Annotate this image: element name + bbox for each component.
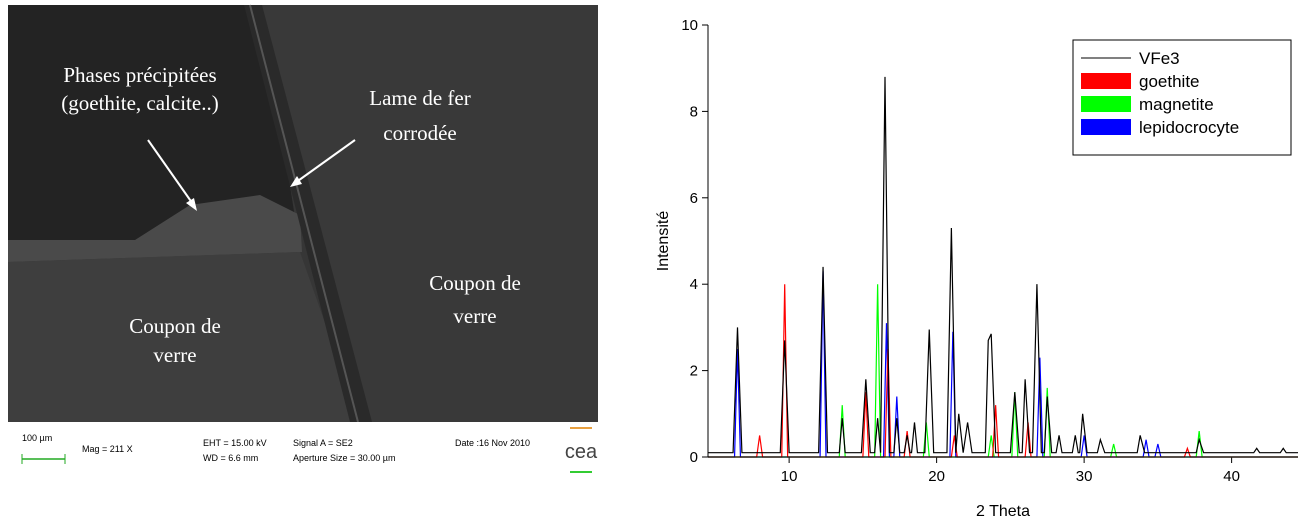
y-axis-label: Intensité [655, 211, 672, 272]
annotation: Coupon de [429, 271, 521, 295]
y-tick-label: 10 [681, 17, 698, 34]
annotation: Phases précipitées [63, 63, 216, 87]
x-tick-label: 40 [1223, 468, 1240, 485]
iron-edge [249, 4, 359, 423]
y-tick-label: 0 [690, 449, 698, 466]
legend-swatch [1081, 119, 1131, 135]
y-tick-label: 6 [690, 190, 698, 207]
annotation: verre [453, 304, 496, 328]
legend-label: VFe3 [1139, 49, 1180, 68]
arrow [294, 139, 356, 184]
annotation: verre [153, 343, 196, 367]
y-tick-label: 4 [690, 276, 698, 293]
legend-label: goethite [1139, 72, 1200, 91]
x-axis-label: 2 Theta [976, 503, 1030, 520]
arrow [147, 139, 196, 208]
series-line [708, 271, 1298, 458]
info-bar [8, 422, 598, 478]
y-tick-label: 2 [690, 363, 698, 380]
arrow-head [290, 176, 302, 187]
annotation: corrodée [383, 121, 456, 145]
eht: EHT = 15.00 kV [203, 438, 267, 448]
arrow-head [186, 198, 197, 211]
series-line [708, 284, 1298, 458]
series-line [708, 284, 1298, 458]
precipitate-region [8, 195, 302, 262]
x-tick-label: 10 [781, 468, 798, 485]
sem-image: Phases précipitées (goethite, calcite..)… [8, 4, 598, 478]
y-tick-label: 8 [690, 103, 698, 120]
legend-swatch [1081, 96, 1131, 112]
legend-label: lepidocrocyte [1139, 118, 1239, 137]
logo: cea [565, 441, 598, 463]
series-line [708, 76, 1298, 454]
wd: WD = 6.6 mm [203, 453, 258, 463]
aperture: Aperture Size = 30.00 µm [293, 453, 396, 463]
signal: Signal A = SE2 [293, 438, 353, 448]
scale-label: 100 µm [22, 433, 52, 443]
x-tick-label: 30 [1076, 468, 1093, 485]
date: Date :16 Nov 2010 [455, 438, 530, 448]
x-tick-label: 20 [928, 468, 945, 485]
legend-swatch [1081, 73, 1131, 89]
legend-label: magnetite [1139, 95, 1214, 114]
annotation: Lame de fer [369, 86, 470, 110]
annotation: Coupon de [129, 314, 221, 338]
mag: Mag = 211 X [82, 444, 133, 454]
xrd-chart: 2 Theta Intensité 0 2 4 6 8 10 10 20 30 40 VFe3 goe… [655, 17, 1298, 520]
glass-coupon-left [8, 252, 360, 422]
dark-region [8, 5, 300, 250]
annotation: (goethite, calcite..) [61, 91, 218, 115]
